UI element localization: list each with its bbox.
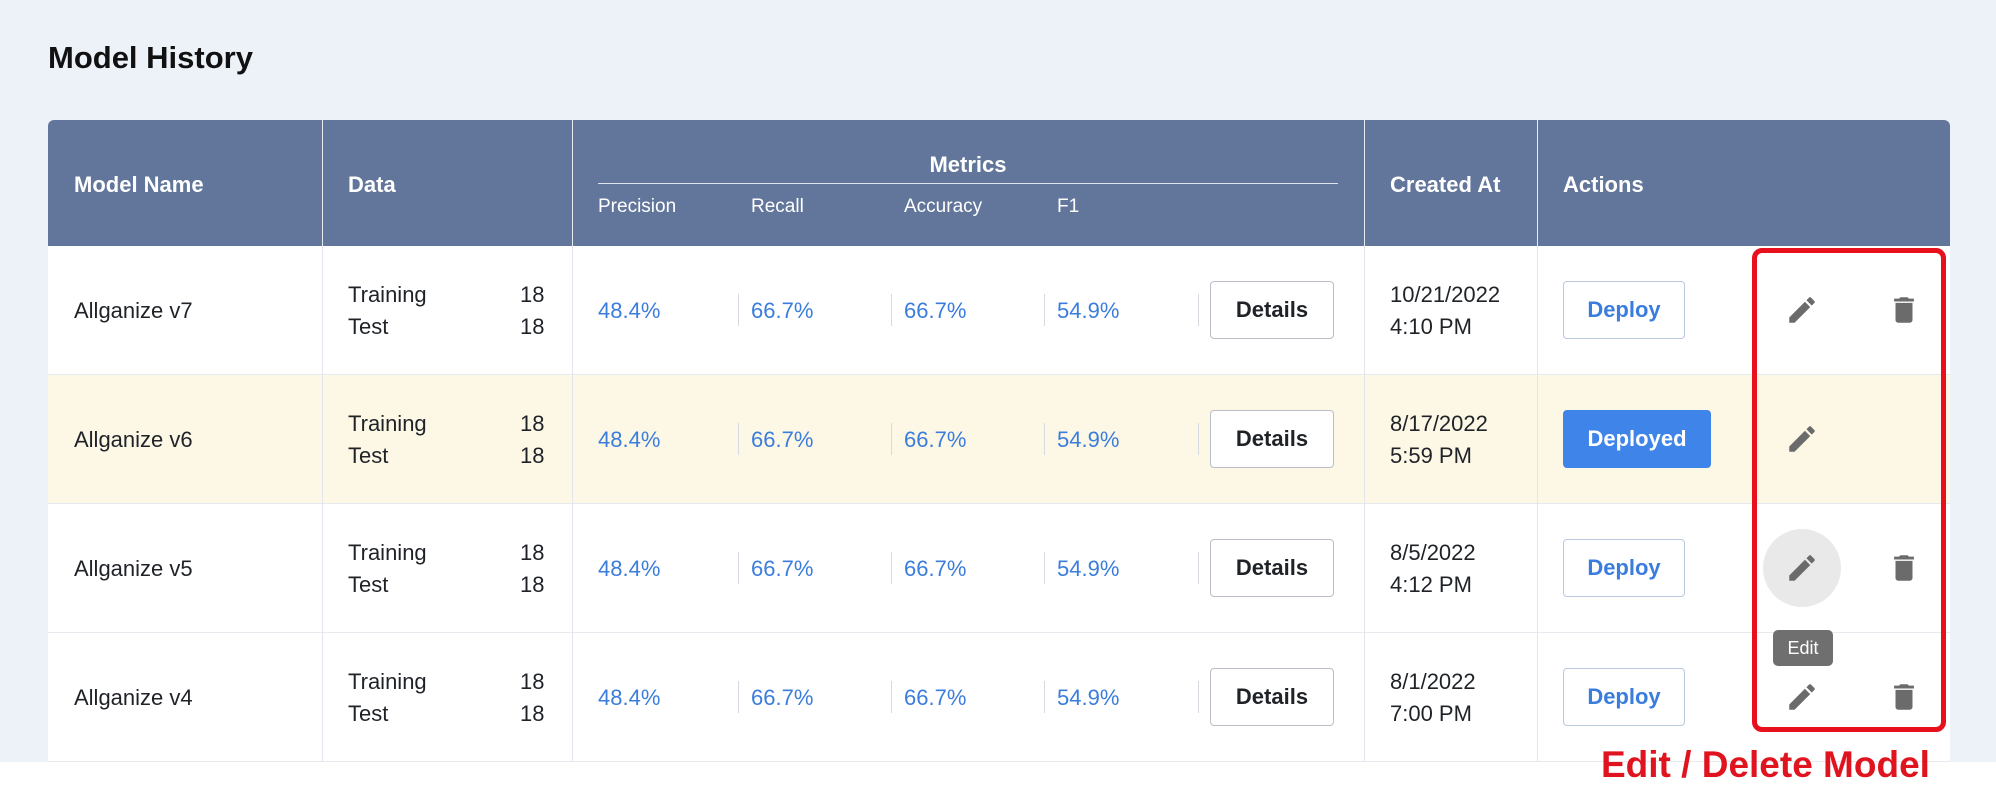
trash-icon xyxy=(1887,680,1921,714)
model-history-table: Model Name Data Metrics Precision Recall… xyxy=(48,120,1950,762)
edit-delete-callout: Edit / Delete Model xyxy=(1601,744,1930,785)
col-data: Data xyxy=(322,120,572,246)
edit-button[interactable] xyxy=(1763,529,1841,607)
pencil-icon xyxy=(1785,422,1819,456)
model-name: Allganize v5 xyxy=(74,556,193,581)
metric-precision: 48.4% xyxy=(598,556,661,581)
metric-f1: 54.9% xyxy=(1057,556,1120,581)
metric-accuracy: 66.7% xyxy=(904,298,967,323)
table-row: Allganize v4 Training 18 Test 18 48.4% 66.7% 66… xyxy=(48,633,1950,762)
metric-f1: 54.9% xyxy=(1057,298,1120,323)
metric-recall: 66.7% xyxy=(751,556,814,581)
pencil-icon xyxy=(1785,293,1819,327)
test-count: 18 xyxy=(520,314,545,339)
delete-button[interactable] xyxy=(1865,529,1943,607)
col-metrics: Metrics Precision Recall Accuracy F1 xyxy=(572,120,1364,246)
created-time: 4:12 PM xyxy=(1390,572,1472,597)
created-time: 7:00 PM xyxy=(1390,701,1472,726)
created-time: 4:10 PM xyxy=(1390,314,1472,339)
table-row: Allganize v7 Training 18 Test 18 48.4% 66.7% 66… xyxy=(48,246,1950,375)
metric-accuracy: 66.7% xyxy=(904,685,967,710)
created-date: 8/1/2022 xyxy=(1390,669,1476,694)
metric-f1: 54.9% xyxy=(1057,685,1120,710)
header-f1: F1 xyxy=(1057,196,1080,217)
test-count: 18 xyxy=(520,572,545,597)
header-model-name: Model Name xyxy=(74,172,204,197)
deployed-button[interactable]: Deployed xyxy=(1563,410,1711,468)
header-created-at: Created At xyxy=(1390,172,1501,197)
test-label: Test xyxy=(348,572,389,597)
metric-precision: 48.4% xyxy=(598,685,661,710)
col-created-at: Created At xyxy=(1364,120,1537,246)
header-accuracy: Accuracy xyxy=(904,196,983,217)
edit-button[interactable] xyxy=(1763,658,1841,736)
created-time: 5:59 PM xyxy=(1390,443,1472,468)
header-precision: Precision xyxy=(598,196,677,217)
model-name: Allganize v7 xyxy=(74,298,193,323)
created-date: 8/5/2022 xyxy=(1390,540,1476,565)
training-count: 18 xyxy=(520,669,545,694)
table-row: Allganize v5 Training 18 Test 18 48.4% 66.7% 66… xyxy=(48,504,1950,633)
test-label: Test xyxy=(348,701,389,726)
details-button[interactable]: Details xyxy=(1210,539,1334,597)
col-actions: Actions xyxy=(1537,120,1950,246)
col-model-name: Model Name xyxy=(48,120,322,246)
details-button[interactable]: Details xyxy=(1210,410,1334,468)
metric-recall: 66.7% xyxy=(751,685,814,710)
table-row: Allganize v6 Training 18 Test 18 48.4% 66.7% 66… xyxy=(48,375,1950,504)
created-date: 10/21/2022 xyxy=(1390,282,1501,307)
test-count: 18 xyxy=(520,701,545,726)
header-recall: Recall xyxy=(751,196,804,217)
delete-button[interactable] xyxy=(1865,658,1943,736)
edit-delete-highlight-box xyxy=(1752,248,1946,732)
trash-icon xyxy=(1887,293,1921,327)
training-count: 18 xyxy=(520,282,545,307)
model-name: Allganize v6 xyxy=(74,427,193,452)
test-label: Test xyxy=(348,443,389,468)
header-actions: Actions xyxy=(1563,172,1644,197)
training-label: Training xyxy=(348,540,427,565)
created-date: 8/17/2022 xyxy=(1390,411,1488,436)
trash-icon xyxy=(1887,551,1921,585)
deploy-button[interactable]: Deploy xyxy=(1563,668,1685,726)
metric-accuracy: 66.7% xyxy=(904,427,967,452)
training-label: Training xyxy=(348,669,427,694)
deploy-button[interactable]: Deploy xyxy=(1563,539,1685,597)
header-metrics: Metrics xyxy=(929,152,1007,177)
metric-recall: 66.7% xyxy=(751,427,814,452)
details-button[interactable]: Details xyxy=(1210,281,1334,339)
test-count: 18 xyxy=(520,443,545,468)
page-title: Model History xyxy=(48,40,253,75)
metric-recall: 66.7% xyxy=(751,298,814,323)
edit-tooltip: Edit xyxy=(1773,630,1833,666)
model-name: Allganize v4 xyxy=(74,685,193,710)
training-count: 18 xyxy=(520,540,545,565)
metric-precision: 48.4% xyxy=(598,298,661,323)
table-header: Model Name Data Metrics Precision Recall… xyxy=(48,120,1950,246)
metric-f1: 54.9% xyxy=(1057,427,1120,452)
edit-button[interactable] xyxy=(1763,400,1841,478)
training-label: Training xyxy=(348,282,427,307)
test-label: Test xyxy=(348,314,389,339)
training-count: 18 xyxy=(520,411,545,436)
delete-button[interactable] xyxy=(1865,271,1943,349)
details-button[interactable]: Details xyxy=(1210,668,1334,726)
deploy-button[interactable]: Deploy xyxy=(1563,281,1685,339)
edit-button[interactable] xyxy=(1763,271,1841,349)
header-data: Data xyxy=(348,172,396,197)
pencil-icon xyxy=(1785,551,1819,585)
pencil-icon xyxy=(1785,680,1819,714)
metric-precision: 48.4% xyxy=(598,427,661,452)
training-label: Training xyxy=(348,411,427,436)
metric-accuracy: 66.7% xyxy=(904,556,967,581)
